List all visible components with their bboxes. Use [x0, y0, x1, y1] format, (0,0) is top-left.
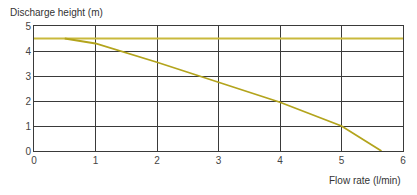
svg-text:1: 1	[93, 155, 99, 166]
svg-text:3: 3	[25, 71, 31, 82]
svg-text:Discharge height (m): Discharge height (m)	[10, 7, 103, 18]
svg-text:4: 4	[277, 155, 283, 166]
svg-text:5: 5	[25, 21, 31, 32]
svg-text:0: 0	[31, 155, 37, 166]
svg-text:5: 5	[339, 155, 345, 166]
svg-text:3: 3	[216, 155, 222, 166]
svg-text:1: 1	[25, 121, 31, 132]
svg-text:4: 4	[25, 46, 31, 57]
svg-text:2: 2	[25, 96, 31, 107]
svg-text:2: 2	[154, 155, 160, 166]
svg-text:6: 6	[400, 155, 406, 166]
svg-text:Flow rate (l/min): Flow rate (l/min)	[329, 175, 401, 186]
svg-text:0: 0	[25, 146, 31, 157]
